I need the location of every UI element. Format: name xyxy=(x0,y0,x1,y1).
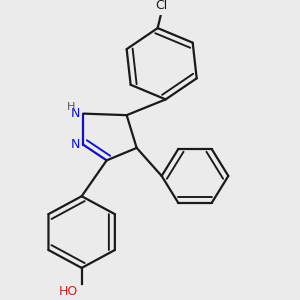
Text: Cl: Cl xyxy=(155,0,167,13)
Text: HO: HO xyxy=(59,285,78,298)
Text: N: N xyxy=(70,107,80,120)
Text: N: N xyxy=(70,138,80,151)
Text: H: H xyxy=(67,102,75,112)
